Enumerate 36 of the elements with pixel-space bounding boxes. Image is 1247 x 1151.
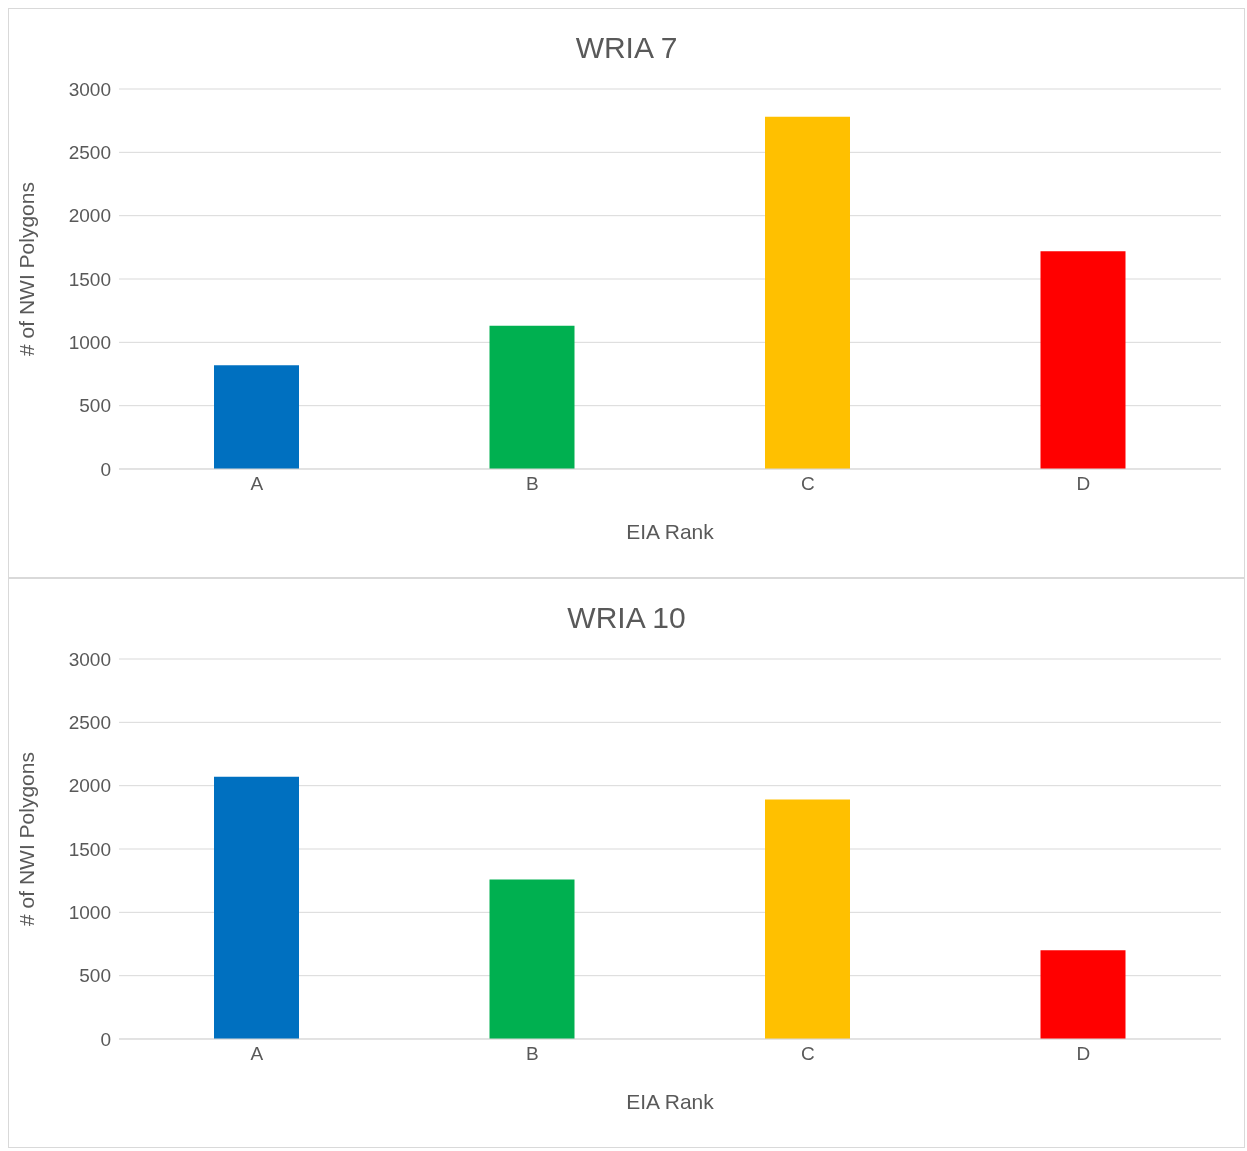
y-axis-title: # of NWI Polygons [15, 752, 39, 926]
y-tick-label: 3000 [68, 648, 111, 670]
y-tick-label: 500 [79, 965, 111, 987]
y-tick-label: 1000 [68, 332, 111, 354]
x-tick-label: D [1076, 473, 1091, 495]
x-tick-label: A [250, 1043, 264, 1065]
y-axis-title: # of NWI Polygons [15, 182, 39, 356]
y-tick-label: 2500 [68, 142, 111, 164]
bar [765, 799, 850, 1039]
y-tick-label: 1500 [68, 838, 111, 860]
x-tick-label: D [1076, 1043, 1091, 1065]
y-tick-label: 1500 [68, 268, 111, 290]
bar [489, 325, 575, 469]
x-tick-label: A [250, 473, 264, 495]
x-tick-label: C [800, 473, 815, 495]
x-tick-label: C [800, 1043, 815, 1065]
y-tick-label: 0 [100, 1028, 111, 1050]
bar [214, 365, 299, 469]
x-axis-title: EIA Rank [626, 1090, 715, 1113]
bar [214, 776, 299, 1039]
y-tick-label: 2500 [68, 712, 111, 734]
x-tick-label: B [525, 1043, 539, 1065]
y-tick-label: 2000 [68, 775, 111, 797]
y-tick-label: 1000 [68, 902, 111, 924]
y-tick-label: 500 [79, 395, 111, 417]
x-axis-title: EIA Rank [626, 520, 715, 543]
bar [765, 116, 850, 469]
y-tick-label: 2000 [68, 205, 111, 227]
y-tick-label: 0 [100, 458, 111, 480]
y-tick-label: 3000 [68, 78, 111, 100]
chart-title: WRIA 7 [574, 30, 679, 66]
bar [1040, 251, 1126, 469]
x-tick-label: B [525, 473, 539, 495]
bar [1040, 950, 1126, 1039]
bar [489, 879, 575, 1039]
chart-title: WRIA 10 [566, 600, 687, 636]
